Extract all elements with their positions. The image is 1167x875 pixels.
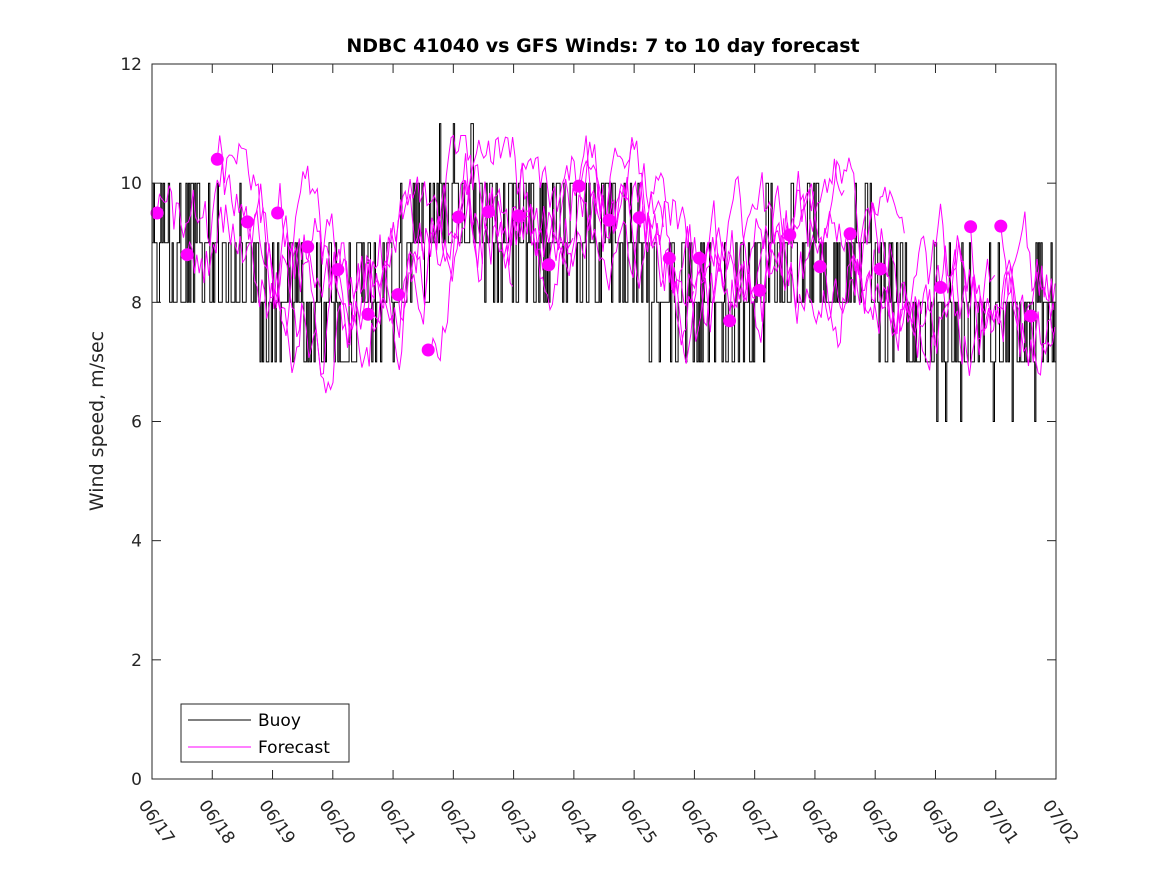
forecast-marker bbox=[210, 152, 224, 166]
forecast-marker bbox=[662, 251, 676, 265]
forecast-series-line bbox=[457, 153, 604, 312]
forecast-marker bbox=[783, 228, 797, 242]
forecast-marker bbox=[813, 260, 827, 274]
chart-title: NDBC 41040 vs GFS Winds: 7 to 10 day for… bbox=[346, 35, 859, 57]
forecast-series-line bbox=[698, 158, 845, 300]
forecast-marker bbox=[1024, 309, 1038, 323]
forecast-marker bbox=[180, 248, 194, 262]
forecast-marker bbox=[361, 307, 375, 321]
x-tick-label: 06/20 bbox=[315, 796, 359, 848]
x-tick-label: 06/19 bbox=[254, 796, 298, 848]
x-tick-label: 06/17 bbox=[134, 796, 178, 848]
forecast-marker bbox=[873, 262, 887, 276]
x-tick-label: 06/21 bbox=[375, 796, 419, 848]
forecast-series-line bbox=[307, 217, 453, 370]
forecast-series-line bbox=[518, 137, 664, 232]
forecast-marker bbox=[150, 206, 164, 220]
y-tick-label: 2 bbox=[131, 651, 142, 671]
y-axis-label: Wind speed, m/sec bbox=[86, 331, 108, 511]
x-tick-label: 06/24 bbox=[556, 796, 600, 848]
y-tick-label: 12 bbox=[120, 55, 142, 75]
y-tick-label: 4 bbox=[131, 532, 142, 552]
forecast-marker bbox=[723, 314, 737, 328]
forecast-marker bbox=[692, 251, 706, 265]
forecast-series-line bbox=[367, 179, 514, 338]
forecast-marker bbox=[843, 227, 857, 241]
forecast-marker bbox=[542, 258, 556, 272]
forecast-series-line bbox=[638, 163, 785, 327]
x-tick-label: 06/22 bbox=[435, 796, 479, 848]
forecast-series-line bbox=[608, 180, 755, 342]
forecast-series-line bbox=[849, 201, 996, 371]
forecast-series-line bbox=[186, 165, 333, 309]
x-tick-label: 06/30 bbox=[917, 796, 961, 848]
buoy-series-line bbox=[152, 123, 1056, 422]
forecast-series-line bbox=[1030, 283, 1056, 376]
legend: Buoy Forecast bbox=[180, 703, 350, 763]
y-tick-label: 6 bbox=[131, 413, 142, 433]
x-tick-label: 06/27 bbox=[737, 796, 781, 848]
forecast-marker bbox=[632, 211, 646, 225]
forecast-marker bbox=[301, 240, 315, 254]
x-tick-label: 06/25 bbox=[616, 796, 660, 848]
forecast-series-line bbox=[578, 135, 724, 294]
y-tick-label: 10 bbox=[120, 174, 142, 194]
y-tick-label: 0 bbox=[131, 770, 142, 790]
forecast-marker bbox=[964, 220, 978, 234]
forecast-series-line bbox=[1000, 226, 1055, 336]
forecast-marker bbox=[482, 205, 495, 219]
x-tick-label: 06/23 bbox=[496, 796, 540, 848]
plot-frame bbox=[151, 63, 1057, 780]
forecast-series-line bbox=[668, 185, 815, 364]
forecast-marker bbox=[240, 215, 254, 229]
forecast-marker bbox=[421, 343, 435, 357]
forecast-series-line bbox=[759, 186, 905, 322]
forecast-series-line bbox=[729, 229, 875, 343]
forecast-marker bbox=[994, 219, 1008, 233]
plot-area bbox=[150, 123, 1056, 422]
x-tick-label: 06/26 bbox=[676, 796, 720, 848]
forecast-marker bbox=[934, 280, 947, 294]
forecast-series-line bbox=[488, 141, 634, 261]
forecast-marker bbox=[451, 210, 465, 224]
forecast-series-line bbox=[427, 136, 574, 362]
legend-buoy-label: Buoy bbox=[258, 711, 301, 731]
x-tick-label: 06/28 bbox=[797, 796, 841, 848]
x-tick-label: 06/29 bbox=[857, 796, 901, 848]
forecast-marker bbox=[753, 283, 767, 297]
legend-box bbox=[180, 703, 350, 763]
y-tick-label: 8 bbox=[131, 293, 142, 313]
forecast-marker bbox=[271, 206, 285, 220]
forecast-marker bbox=[331, 263, 345, 277]
forecast-series-line bbox=[819, 157, 966, 337]
forecast-marker bbox=[572, 179, 586, 193]
x-tick-label: 06/18 bbox=[194, 796, 238, 848]
forecast-series-line bbox=[548, 206, 694, 346]
forecast-series-line bbox=[246, 213, 393, 337]
forecast-series-line bbox=[970, 226, 1056, 367]
x-tick-label: 07/01 bbox=[978, 796, 1022, 848]
x-tick-label: 07/02 bbox=[1038, 796, 1082, 848]
forecast-marker bbox=[512, 209, 526, 223]
forecast-series-line bbox=[216, 135, 363, 394]
forecast-marker bbox=[602, 213, 616, 227]
forecast-marker bbox=[391, 288, 405, 302]
forecast-series-line bbox=[337, 176, 483, 368]
legend-forecast-label: Forecast bbox=[258, 738, 330, 758]
